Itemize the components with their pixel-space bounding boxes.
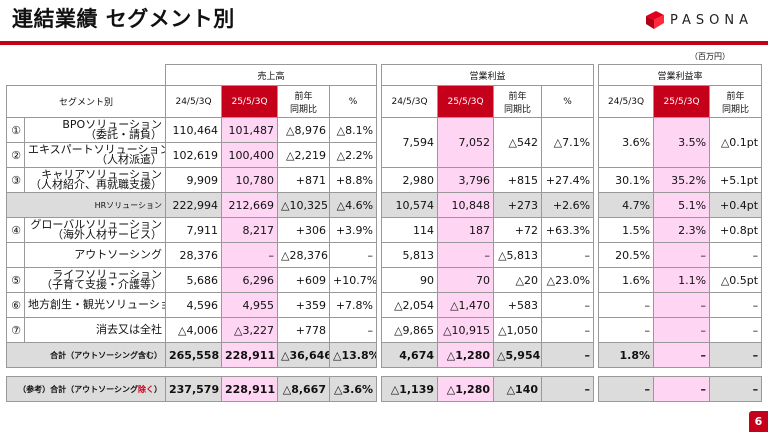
sales-curr-header: 25/5/3Q [221, 85, 278, 118]
segment-name: （参考）合計（アウトソーシング除く） [6, 376, 166, 402]
segment-name: BPOソリューション （委託・請負） [24, 117, 166, 143]
unit-label: （百万円） [690, 52, 730, 61]
group-sales: 売上高 [164, 64, 378, 86]
segment-name: 地方創生・観光ソリューション [24, 292, 166, 318]
op-yoy-header: 前年 同期比 [493, 85, 543, 118]
table-row: ④ グローバルソリューション （海外人材サービス） 7,911 8,217 +30… [6, 217, 763, 243]
table-row-total: 合計（アウトソーシング含む） 265,558 228,911 △36,646 △… [6, 342, 763, 368]
sales-yoy-header: 前年 同期比 [277, 85, 330, 118]
segment-name: アウトソーシング [24, 242, 166, 268]
margin-yoy-header: 前年 同期比 [709, 85, 763, 118]
segment-name: 合計（アウトソーシング含む） [6, 342, 166, 368]
segment-name: ライフソリューション （子育て支援・介護等） [24, 267, 166, 293]
segment-name: エキスパートソリューション （人材派遣） [24, 142, 166, 168]
segment-header: セグメント別 [6, 85, 166, 118]
group-op: 営業利益 [381, 64, 595, 86]
sales-pct-header: % [328, 85, 378, 118]
group-margin: 営業利益率 [598, 64, 763, 86]
pasona-logo-icon [646, 11, 664, 29]
table-row: ⑤ ライフソリューション （子育て支援・介護等） 5,686 6,296 +609… [6, 267, 763, 293]
table-row-subtotal: HRソリューション 222,994 212,669 △10,325 △4.6% … [6, 192, 763, 218]
table-row: アウトソーシング 28,376 – △28,376 – 5,813 – △5,8… [6, 242, 763, 268]
table-row: ③ キャリアソリューション （人材紹介、再就職支援） 9,909 10,780 +… [6, 167, 763, 193]
segment-table: 売上高 営業利益 営業利益率 セグメント別 24/5/3Q 25/5/3Q 前年… [6, 64, 763, 402]
table-row: ⑦ 消去又は全社 △4,006 △3,227 +778 – △9,865 △10… [6, 317, 763, 343]
segment-name: 消去又は全社 [24, 317, 166, 343]
op-prev-header: 24/5/3Q [381, 85, 439, 118]
logo-wordmark: PASONA [670, 12, 754, 28]
group-header-row: 売上高 営業利益 営業利益率 [6, 64, 763, 86]
title-rule [0, 41, 768, 45]
segment-name: グローバルソリューション （海外人材サービス） [24, 217, 166, 243]
segment-name: HRソリューション [6, 192, 166, 218]
table-row: ⑥ 地方創生・観光ソリューション 4,596 4,955 +359 +7.8% … [6, 292, 763, 318]
column-header-row: セグメント別 24/5/3Q 25/5/3Q 前年 同期比 % 24/5/3Q 2… [6, 85, 763, 118]
page-title: 連結業績 セグメント別 [12, 7, 235, 31]
op-pct-header: % [541, 85, 595, 118]
op-curr-header: 25/5/3Q [437, 85, 495, 118]
sales-prev-header: 24/5/3Q [165, 85, 222, 118]
margin-prev-header: 24/5/3Q [598, 85, 655, 118]
page-number: 6 [749, 411, 768, 432]
table-row: ① BPOソリューション （委託・請負） 110,464 101,487 △8,9… [6, 117, 763, 168]
segment-name: キャリアソリューション （人材紹介、再就職支援） [24, 167, 166, 193]
pasona-logo: PASONA [644, 10, 753, 30]
margin-curr-header: 25/5/3Q [653, 85, 711, 118]
table-row-reference: （参考）合計（アウトソーシング除く） 237,579 228,911 △8,66… [6, 376, 763, 402]
